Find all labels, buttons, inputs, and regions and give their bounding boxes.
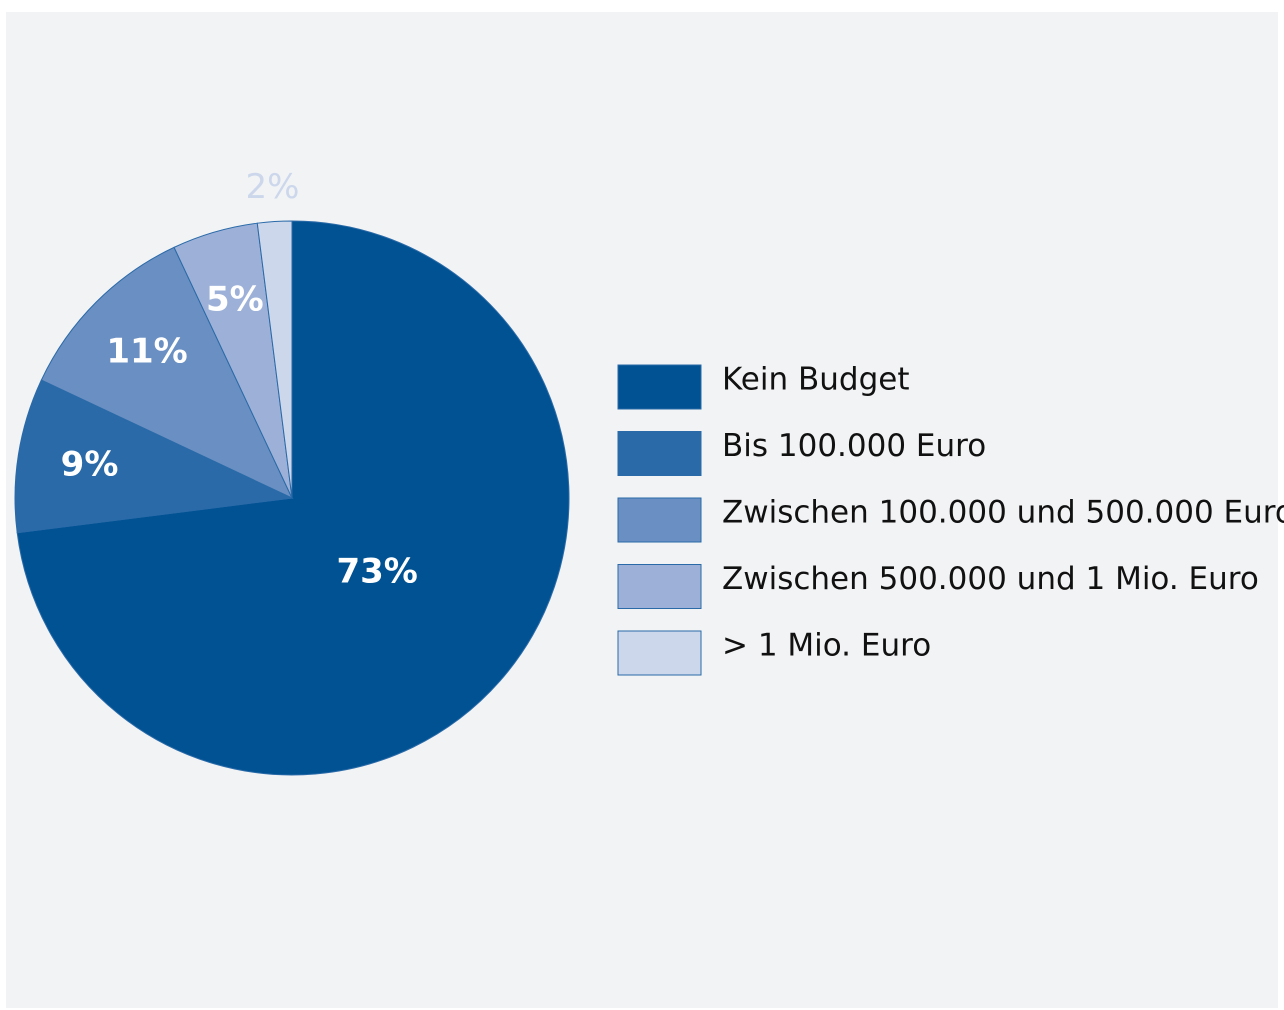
- legend-swatch: [617, 630, 702, 676]
- legend-swatch: [617, 564, 702, 609]
- pie-slice: [14, 379, 294, 534]
- slice-label: 9%: [61, 444, 119, 484]
- legend-swatch: [617, 497, 702, 543]
- legend-label: Kein Budget: [722, 362, 909, 398]
- legend-label: Zwischen 100.000 und 500.000 Euro: [722, 495, 1284, 531]
- slice-label: 2%: [246, 167, 300, 207]
- pie-slice: [40, 246, 294, 500]
- pie-slice: [256, 220, 293, 499]
- slice-label: 11%: [106, 332, 187, 372]
- legend-swatch: [617, 431, 702, 476]
- legend-label: Bis 100.000 Euro: [722, 428, 986, 464]
- legend-label: Zwischen 500.000 und 1 Mio. Euro: [722, 561, 1259, 597]
- legend-swatch: [617, 364, 702, 410]
- slice-label: 73%: [336, 552, 417, 592]
- slice-label: 5%: [206, 280, 264, 320]
- legend-label: > 1 Mio. Euro: [722, 628, 931, 664]
